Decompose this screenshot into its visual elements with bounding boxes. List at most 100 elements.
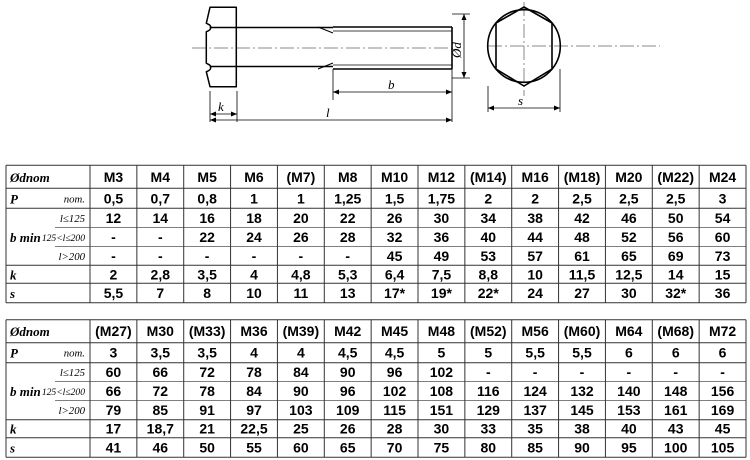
svg-text:72: 72 [152,383,168,399]
svg-text:65: 65 [340,439,356,455]
svg-text:1: 1 [297,190,305,206]
svg-text:M4: M4 [151,169,171,185]
svg-text:48: 48 [574,229,590,245]
svg-text:12: 12 [106,210,122,226]
svg-text:40: 40 [621,421,637,437]
svg-text:109: 109 [336,402,360,418]
svg-text:45: 45 [387,248,403,264]
svg-text:7: 7 [156,285,164,301]
svg-text:b: b [388,77,395,92]
svg-text:60: 60 [293,439,309,455]
svg-text:15: 15 [715,266,731,282]
svg-text:52: 52 [621,229,637,245]
svg-text:8: 8 [203,285,211,301]
svg-text:129: 129 [477,402,501,418]
svg-text:M8: M8 [338,169,358,185]
svg-text:Ødnom: Ødnom [9,324,50,339]
svg-text:6: 6 [672,345,680,361]
svg-text:0,8: 0,8 [197,190,217,206]
svg-text:151: 151 [430,402,454,418]
svg-text:1: 1 [250,190,258,206]
svg-text:65: 65 [621,248,637,264]
svg-text:79: 79 [106,402,122,418]
svg-text:102: 102 [383,383,407,399]
svg-text:(M68): (M68) [657,323,694,339]
svg-text:M45: M45 [381,323,408,339]
svg-text:32: 32 [387,229,403,245]
svg-text:169: 169 [711,402,735,418]
svg-text:66: 66 [152,364,168,380]
svg-text:12,5: 12,5 [615,266,642,282]
svg-text:-: - [158,248,163,264]
svg-text:43: 43 [668,421,684,437]
svg-text:50: 50 [199,439,215,455]
svg-text:4: 4 [250,266,258,282]
svg-text:80: 80 [480,439,496,455]
svg-text:8,8: 8,8 [479,266,499,282]
svg-text:22: 22 [199,229,215,245]
svg-text:96: 96 [387,364,403,380]
svg-text:60: 60 [106,364,122,380]
svg-text:(M52): (M52) [470,323,507,339]
svg-text:56: 56 [668,229,684,245]
svg-text:l≤125: l≤125 [60,213,86,225]
svg-text:100: 100 [664,439,688,455]
svg-text:3: 3 [110,345,118,361]
svg-text:84: 84 [246,383,262,399]
svg-text:28: 28 [340,229,356,245]
svg-text:2: 2 [531,190,539,206]
svg-text:M12: M12 [428,169,455,185]
svg-text:55: 55 [246,439,262,455]
svg-text:M30: M30 [147,323,174,339]
svg-text:3,5: 3,5 [151,345,171,361]
svg-text:-: - [299,248,304,264]
svg-text:2: 2 [110,266,118,282]
svg-text:97: 97 [246,402,262,418]
svg-text:25: 25 [293,421,309,437]
svg-text:(M14): (M14) [470,169,507,185]
svg-text:95: 95 [621,439,637,455]
svg-text:140: 140 [617,383,641,399]
svg-text:b min: b min [10,384,41,399]
svg-text:17*: 17* [384,285,406,301]
svg-text:36: 36 [434,229,450,245]
svg-text:k: k [218,99,224,114]
svg-text:(M60): (M60) [564,323,601,339]
svg-text:125<l≤200: 125<l≤200 [42,233,85,244]
svg-text:1,5: 1,5 [385,190,405,206]
svg-text:13: 13 [340,285,356,301]
svg-text:(M7): (M7) [286,169,315,185]
svg-text:116: 116 [477,383,500,399]
svg-text:l>200: l>200 [59,405,86,417]
svg-text:2,5: 2,5 [666,190,686,206]
svg-text:-: - [627,364,632,380]
svg-text:2,5: 2,5 [572,190,592,206]
svg-text:72: 72 [199,364,215,380]
svg-text:148: 148 [664,383,688,399]
svg-text:24: 24 [527,285,543,301]
svg-text:0,7: 0,7 [151,190,171,206]
svg-text:3: 3 [719,190,727,206]
svg-text:M5: M5 [197,169,217,185]
svg-text:78: 78 [246,364,262,380]
svg-text:50: 50 [668,210,684,226]
svg-text:(M39): (M39) [283,323,320,339]
svg-text:18: 18 [246,210,262,226]
svg-text:-: - [158,229,163,245]
svg-text:P: P [10,191,19,206]
svg-text:16: 16 [199,210,215,226]
svg-text:85: 85 [152,402,168,418]
svg-text:P: P [10,346,19,361]
svg-text:18,7: 18,7 [147,421,174,437]
svg-text:6: 6 [719,345,727,361]
svg-text:3,5: 3,5 [197,266,217,282]
svg-text:11,5: 11,5 [569,266,596,282]
svg-text:115: 115 [383,402,406,418]
svg-text:M72: M72 [709,323,736,339]
svg-text:k: k [10,422,17,437]
svg-text:57: 57 [527,248,543,264]
svg-text:1,75: 1,75 [428,190,455,206]
svg-text:102: 102 [430,364,454,380]
svg-text:5,3: 5,3 [338,266,358,282]
svg-text:30: 30 [621,285,637,301]
